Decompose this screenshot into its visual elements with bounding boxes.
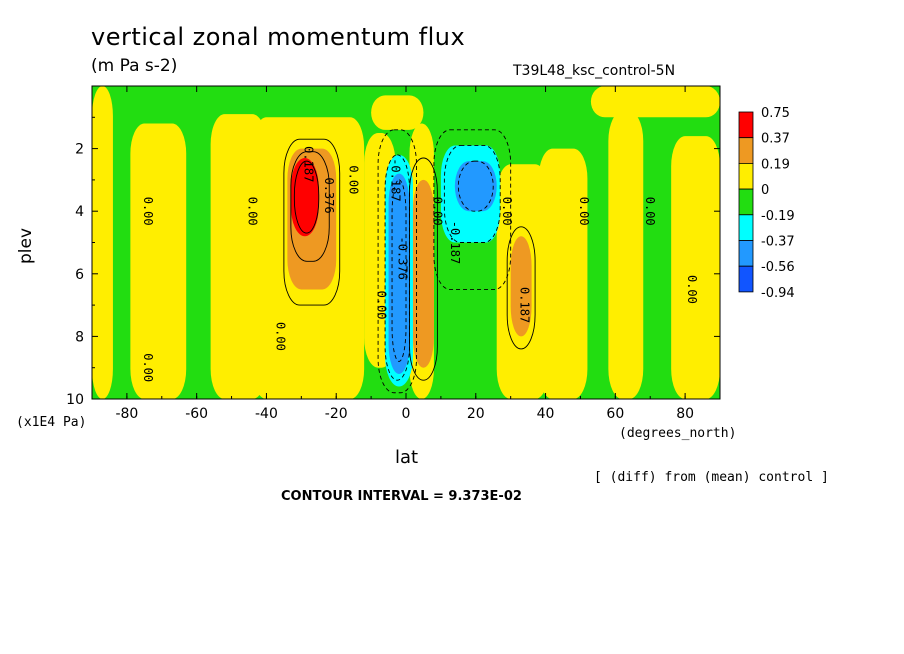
contour-label: 0.00 <box>500 197 514 226</box>
legend-label: 0.19 <box>761 157 790 172</box>
chart-units: (m Pa s-2) <box>91 56 178 76</box>
contour-label: 0.00 <box>685 275 699 304</box>
contour-labels: 0.00 0.00 0.00 0.00 0.187 0.376 0.00 0.00 -0.187… <box>141 146 699 382</box>
contour-line-sh-2 <box>290 151 330 262</box>
region-blue-nh <box>454 161 497 212</box>
region-pos-band-9 <box>608 111 644 399</box>
contour-line-eq-1 <box>377 129 417 394</box>
legend-label: 0.75 <box>761 106 790 121</box>
x-axis-label: lat <box>395 447 419 468</box>
contour-label: -0.187 <box>448 221 462 264</box>
diff-note: [ (diff) from (mean) control ] <box>594 470 829 485</box>
legend-swatch <box>738 214 754 241</box>
x-tick-label: 80 <box>676 406 694 422</box>
contour-label: -0.376 <box>396 236 410 279</box>
x-tick-label: 20 <box>467 406 485 422</box>
legend-swatch <box>738 162 754 190</box>
legend-label: -0.19 <box>761 209 795 224</box>
y-tick-label: 4 <box>75 204 84 220</box>
x-tick-label: 60 <box>606 406 624 422</box>
x-tick-label: -80 <box>115 406 138 422</box>
region-pos-top-strip <box>371 95 424 130</box>
contour-line-sh-3 <box>293 160 320 234</box>
run-label: T39L48_ksc_control-5N <box>513 63 676 79</box>
contour-label: 0.00 <box>375 291 389 320</box>
region-red-core <box>290 157 319 237</box>
x-tick-label: -20 <box>325 406 348 422</box>
contour-label: 0.00 <box>245 197 259 226</box>
contour-line-nh-3 <box>457 160 494 212</box>
color-legend: 0.75 0.37 0.19 0 -0.19 -0.37 -0.56 -0.94 <box>738 106 795 301</box>
legend-swatch <box>738 111 754 139</box>
contour-label: 0.00 <box>141 353 155 382</box>
region-pos-band-2 <box>130 123 187 399</box>
region-pos-band-8 <box>538 148 588 399</box>
contour-label: 0.00 <box>347 165 361 194</box>
contour-line-eq-3 <box>391 179 407 362</box>
contour-line-nh-pos <box>506 226 536 350</box>
legend-swatch <box>738 188 754 216</box>
region-pos-band-1 <box>92 86 113 399</box>
legend-label: -0.94 <box>761 286 795 301</box>
contour-label: 0.00 <box>643 197 657 226</box>
y-tick-label: 6 <box>75 267 84 283</box>
x-tick-label: 40 <box>537 406 555 422</box>
y-tick-label: 2 <box>75 142 84 158</box>
y-axis-units: (x1E4 Pa) <box>16 415 87 430</box>
x-tick-label: 0 <box>402 406 411 422</box>
contour-label: 0.00 <box>141 197 155 226</box>
y-axis-label: plev <box>16 227 36 264</box>
contour-interval: CONTOUR INTERVAL = 9.373E-02 <box>281 489 522 504</box>
x-tick-label: -60 <box>185 406 208 422</box>
y-tick-label: 8 <box>75 329 84 345</box>
legend-swatch <box>738 240 754 267</box>
y-tick-label: 10 <box>66 392 84 408</box>
contour-label: 0.376 <box>322 177 336 213</box>
region-pos-top-strip-2 <box>590 86 720 118</box>
contour-label: 0.00 <box>273 322 287 351</box>
region-blue-eq <box>388 173 410 374</box>
contour-line-nh-1 <box>433 129 512 290</box>
contour-label: 0.187 <box>301 146 315 182</box>
legend-label: -0.56 <box>761 260 795 275</box>
region-orange-nh <box>510 236 532 337</box>
legend-swatch <box>738 137 754 164</box>
contour-label: 0.187 <box>518 287 532 323</box>
contour-line-sh-1 <box>283 138 341 306</box>
region-orange-eq <box>412 179 434 368</box>
legend-label: 0 <box>761 183 769 198</box>
contour-line-nh-2 <box>443 145 501 243</box>
contour-label: 0.00 <box>577 197 591 226</box>
x-tick-label: -40 <box>255 406 278 422</box>
axes: -80 -60 -40 -20 0 20 40 60 80 2 4 6 8 10 <box>66 85 721 422</box>
x-axis-units: (degrees_north) <box>619 426 737 441</box>
legend-label: -0.37 <box>761 235 795 250</box>
legend-swatch <box>738 265 754 293</box>
chart-title: vertical zonal momentum flux <box>91 23 466 51</box>
region-pos-band-10 <box>671 136 720 399</box>
legend-label: 0.37 <box>761 132 790 147</box>
plot-area <box>92 86 720 400</box>
contour-line-eq-2 <box>384 154 410 381</box>
contour-line-eq-pos <box>409 157 438 381</box>
contour-label: 0.00 <box>430 197 444 226</box>
contour-label: -0.187 <box>389 158 403 201</box>
